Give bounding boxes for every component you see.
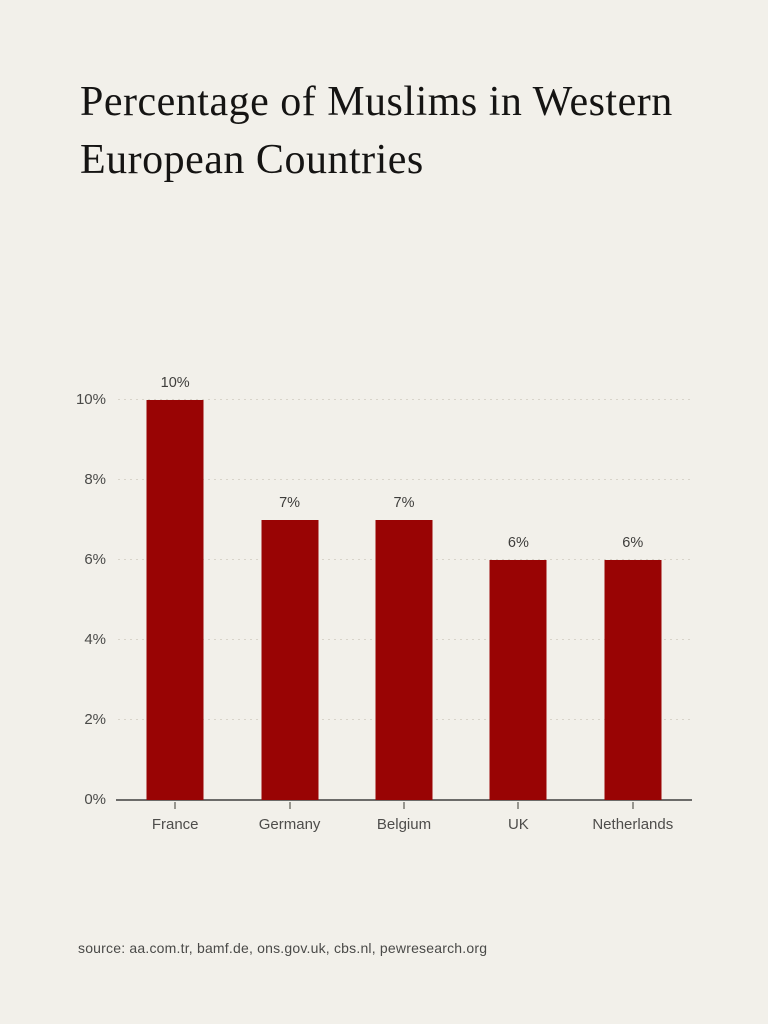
x-axis-tick-france xyxy=(174,802,177,809)
plot-area: 0% 2% 4% 6% 8% 10% 10% France 7% Germany 7% Belgium… xyxy=(76,375,692,833)
bar-value-label-uk: 6% xyxy=(507,535,529,551)
bar-belgium xyxy=(375,520,433,800)
x-axis-label-netherlands: Netherlands xyxy=(592,816,674,833)
gridline-8pct xyxy=(118,479,690,480)
bar-slot-uk: 6% xyxy=(461,400,575,800)
y-axis-label-2pct: 2% xyxy=(84,711,106,728)
y-axis-label-8pct: 8% xyxy=(84,471,106,488)
bar-uk xyxy=(489,560,547,800)
x-axis-line xyxy=(116,799,692,801)
y-axis-label-4pct: 4% xyxy=(84,631,106,648)
source-caption: source: aa.com.tr, bamf.de, ons.gov.uk, … xyxy=(78,940,488,956)
x-axis-tick-uk xyxy=(517,802,520,809)
bar-slot-belgium: 7% xyxy=(347,400,461,800)
bar-value-label-germany: 7% xyxy=(279,495,301,511)
bar-slot-france: 10% xyxy=(118,375,232,800)
bar-slot-netherlands: 6% xyxy=(576,400,690,800)
x-axis-label-belgium: Belgium xyxy=(376,816,432,833)
x-axis-label-germany: Germany xyxy=(258,816,321,833)
y-axis-label-10pct: 10% xyxy=(75,391,106,408)
bar-france xyxy=(146,400,204,800)
y-axis-label-0pct: 0% xyxy=(84,791,106,808)
bar-slot-germany: 7% xyxy=(232,400,346,800)
bar-germany xyxy=(261,520,319,800)
bar-value-label-netherlands: 6% xyxy=(622,535,644,551)
bar-value-label-france: 10% xyxy=(160,375,190,391)
x-axis-tick-belgium xyxy=(403,802,405,809)
bar-value-label-belgium: 7% xyxy=(393,495,415,511)
x-axis-label-france: France xyxy=(151,816,199,833)
chart-title: Percentage of Muslims in Western Europea… xyxy=(80,79,673,183)
x-axis-tick-netherlands xyxy=(631,802,634,809)
gridline-10pct xyxy=(118,399,690,400)
x-axis-label-uk: UK xyxy=(507,816,529,833)
x-axis-tick-germany xyxy=(288,802,291,809)
bar-netherlands xyxy=(604,560,662,800)
y-axis-label-6pct: 6% xyxy=(84,551,106,568)
